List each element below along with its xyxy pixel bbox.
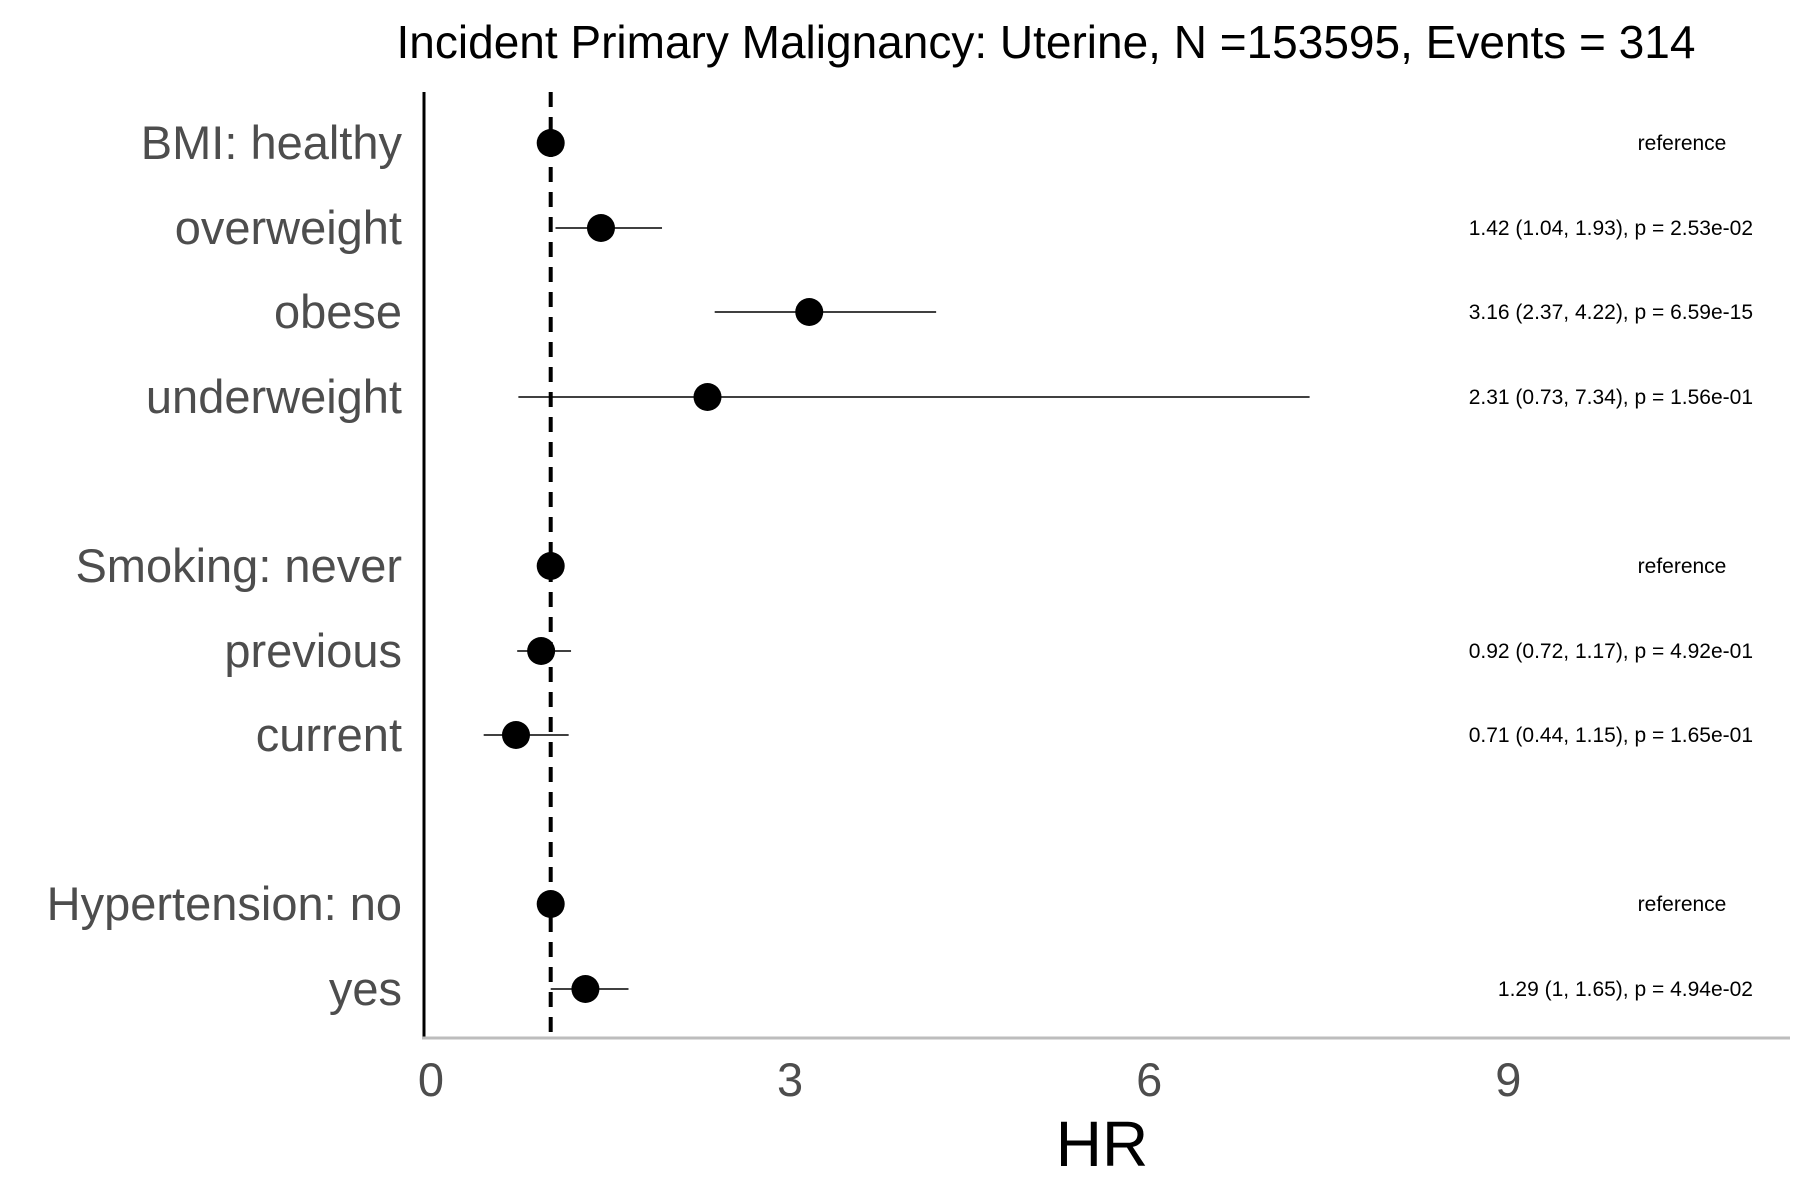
hr-annotation: 0.71 (0.44, 1.15), p = 1.65e-01 [1469,724,1753,747]
hr-annotation: 2.31 (0.73, 7.34), p = 1.56e-01 [1469,386,1753,409]
hr-point [795,298,824,326]
row-label: previous [224,624,402,677]
row-label: obese [274,285,402,338]
hr-annotation: 3.16 (2.37, 4.22), p = 6.59e-15 [1469,301,1753,324]
row-label: current [256,708,402,761]
hr-point [536,129,565,157]
x-tick-label: 0 [418,1053,444,1106]
row-label: yes [329,962,402,1015]
hr-annotation: 0.92 (0.72, 1.17), p = 4.92e-01 [1469,640,1753,663]
plot-area: 0 3 6 9 BMI: healthy reference overweight 1.42 … [47,92,1790,1106]
x-tick-label: 6 [1136,1053,1162,1106]
hr-annotation: reference [1638,893,1727,916]
row-label: underweight [146,370,402,423]
x-tick-label: 3 [777,1053,803,1106]
hr-annotation: reference [1638,555,1727,578]
hr-annotation: 1.29 (1, 1.65), p = 4.94e-02 [1498,978,1753,1001]
hr-point [571,975,600,1003]
hr-point [586,214,615,242]
x-tick-label: 9 [1495,1053,1521,1106]
row-label: Smoking: never [75,539,402,592]
hr-point [536,890,565,918]
hr-annotation: reference [1638,132,1727,155]
hr-point [501,721,530,749]
chart-title: Incident Primary Malignancy: Uterine, N … [397,16,1696,68]
row-label: BMI: healthy [141,116,403,169]
x-axis-title: HR [1056,1108,1148,1180]
row-label: overweight [175,201,402,254]
hr-annotation: 1.42 (1.04, 1.93), p = 2.53e-02 [1469,217,1753,240]
hr-point [536,552,565,580]
row-label: Hypertension: no [47,877,402,930]
hr-point [527,637,556,665]
hr-point [693,383,722,411]
